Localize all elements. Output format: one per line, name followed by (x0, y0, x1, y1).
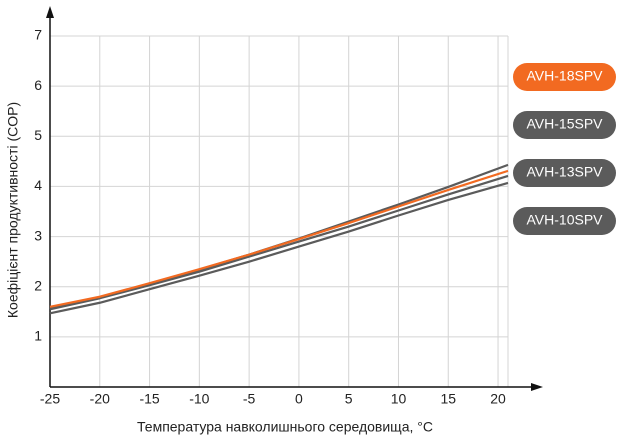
y-tick-label: 1 (34, 328, 42, 344)
x-axis-label: Температура навколишнього середовища, °C (137, 419, 433, 435)
series-line (49, 174, 509, 311)
x-tick-label: -5 (243, 391, 256, 407)
x-tick-label: 15 (440, 391, 456, 407)
x-tick-label: 10 (391, 391, 407, 407)
y-tick-label: 4 (34, 177, 42, 193)
x-axis-arrow (531, 383, 543, 391)
series-line (49, 181, 509, 315)
y-tick-label: 7 (34, 27, 42, 43)
x-tick-label: 0 (295, 391, 303, 407)
legend-label[interactable]: AVH-13SPV (527, 164, 604, 180)
x-tick-label: 20 (490, 391, 506, 407)
x-tick-label: -25 (40, 391, 60, 407)
x-tick-label: -20 (90, 391, 110, 407)
y-tick-label: 3 (34, 227, 42, 243)
legend-label[interactable]: AVH-15SPV (527, 116, 604, 132)
legend-button[interactable] (513, 63, 616, 91)
y-tick-label: 2 (34, 277, 42, 293)
legend-label[interactable]: AVH-18SPV (527, 68, 604, 84)
legend-button[interactable] (513, 111, 616, 139)
x-tick-label: -15 (139, 391, 159, 407)
x-tick-label: -10 (189, 391, 209, 407)
legend-label[interactable]: AVH-10SPV (527, 212, 604, 228)
y-tick-label: 6 (34, 77, 42, 93)
legend-button[interactable] (513, 207, 616, 235)
x-tick-label: 5 (345, 391, 353, 407)
y-axis-arrow (46, 6, 54, 18)
y-axis-label: Коефіцієнт продуктивності (COP) (5, 102, 21, 318)
series-line (49, 169, 509, 308)
y-tick-label: 5 (34, 127, 42, 143)
legend-button[interactable] (513, 159, 616, 187)
